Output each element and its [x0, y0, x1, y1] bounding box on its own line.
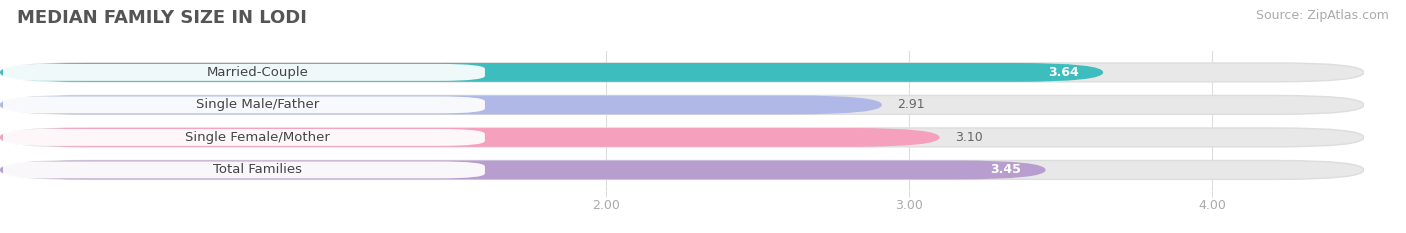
Text: Married-Couple: Married-Couple [207, 66, 308, 79]
Text: 2.91: 2.91 [897, 98, 925, 111]
FancyBboxPatch shape [0, 63, 1364, 82]
FancyBboxPatch shape [0, 128, 1364, 147]
Text: 3.45: 3.45 [990, 163, 1021, 176]
Text: 3.64: 3.64 [1049, 66, 1078, 79]
FancyBboxPatch shape [0, 128, 939, 147]
Text: 3.10: 3.10 [955, 131, 983, 144]
FancyBboxPatch shape [3, 96, 485, 113]
Text: Single Male/Father: Single Male/Father [195, 98, 319, 111]
FancyBboxPatch shape [0, 63, 1104, 82]
FancyBboxPatch shape [0, 161, 1364, 179]
FancyBboxPatch shape [0, 96, 882, 114]
Text: Source: ZipAtlas.com: Source: ZipAtlas.com [1256, 9, 1389, 22]
Text: Total Families: Total Families [214, 163, 302, 176]
FancyBboxPatch shape [3, 129, 485, 146]
FancyBboxPatch shape [3, 161, 485, 178]
FancyBboxPatch shape [3, 64, 485, 81]
Text: MEDIAN FAMILY SIZE IN LODI: MEDIAN FAMILY SIZE IN LODI [17, 9, 307, 27]
FancyBboxPatch shape [0, 96, 1364, 114]
Text: Single Female/Mother: Single Female/Mother [186, 131, 330, 144]
FancyBboxPatch shape [0, 161, 1046, 179]
